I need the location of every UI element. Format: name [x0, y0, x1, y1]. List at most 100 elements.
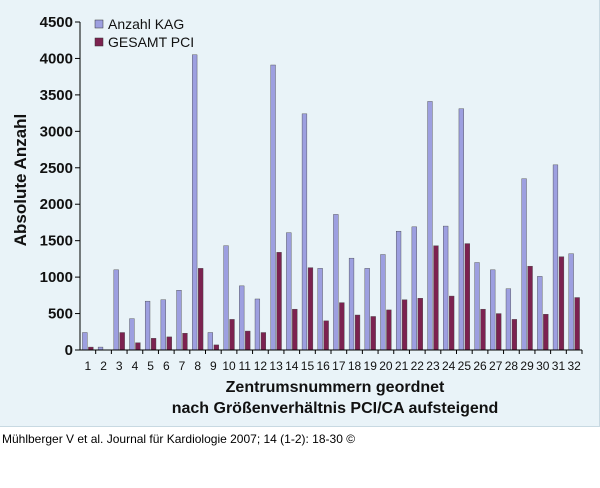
bar-kag-23	[427, 101, 433, 351]
bar-kag-12	[254, 298, 261, 351]
bar-kag-3	[113, 269, 119, 351]
legend-label-kag: Anzahl KAG	[108, 16, 184, 32]
bar-pci-27	[496, 313, 502, 351]
bar-kag-20	[380, 254, 386, 351]
bar-pci-6	[166, 336, 172, 351]
bar-kag-19	[364, 268, 370, 351]
bar-pci-7	[182, 333, 188, 351]
bar-pci-16	[323, 320, 329, 351]
x-tick-label-3: 3	[116, 359, 123, 373]
bar-kag-9	[207, 332, 213, 351]
bar-kag-4	[129, 318, 135, 351]
bar-kag-26	[474, 262, 480, 351]
x-tick-label-17: 17	[332, 359, 346, 373]
x-tick-label-6: 6	[163, 359, 170, 373]
x-tick-label-9: 9	[210, 359, 217, 373]
bars-layer	[82, 54, 580, 351]
x-tick-label-23: 23	[426, 359, 440, 373]
bar-pci-31	[558, 256, 565, 351]
y-tick-label: 3000	[40, 123, 73, 140]
y-tick-label: 2500	[40, 160, 73, 177]
y-tick-label: 1500	[40, 233, 73, 250]
legend: Anzahl KAG GESAMT PCI	[94, 16, 194, 50]
bar-pci-22	[417, 298, 423, 351]
x-tick-label-26: 26	[473, 359, 487, 373]
x-tick-label-29: 29	[520, 359, 534, 373]
bar-kag-11	[239, 285, 245, 351]
bar-pci-5	[150, 338, 157, 351]
x-tick-label-11: 11	[238, 359, 251, 373]
bar-pci-23	[433, 245, 439, 351]
x-tick-label-1: 1	[85, 359, 92, 373]
bar-kag-24	[443, 225, 449, 351]
x-tick-label-16: 16	[316, 359, 330, 373]
bar-pci-9	[213, 344, 219, 351]
bar-pci-32	[574, 297, 580, 351]
bar-pci-24	[449, 295, 455, 351]
bar-kag-10	[223, 245, 229, 351]
y-tick-label: 2000	[40, 196, 73, 213]
bar-kag-6	[160, 299, 166, 351]
x-tick-label-25: 25	[458, 359, 472, 373]
x-tick-label-7: 7	[179, 359, 186, 373]
bar-kag-17	[333, 214, 339, 351]
x-tick-label-30: 30	[536, 359, 550, 373]
bar-pci-18	[354, 314, 361, 351]
x-axis-title-line1: Zentrumsnummern geordnet	[226, 379, 445, 396]
bar-kag-8	[192, 54, 198, 351]
bar-pci-12	[260, 332, 267, 351]
x-tick-label-12: 12	[254, 359, 268, 373]
bar-kag-21	[395, 230, 402, 351]
bar-kag-22	[411, 226, 417, 351]
x-ticks-layer: 1 2 3 4 5 6 7 8 9 10 11 12 13 14 15 16 17 18 19 20 21 22 23 24 2…	[85, 350, 583, 373]
x-tick-label-8: 8	[194, 359, 201, 373]
x-axis-title-line2: nach Größenverhältnis PCI/CA aufsteigend	[172, 400, 499, 417]
x-tick-label-31: 31	[552, 359, 566, 373]
bar-pci-11	[245, 330, 251, 351]
x-tick-label-13: 13	[269, 359, 283, 373]
bar-pci-19	[370, 316, 376, 351]
source-caption: Mühlberger V et al. Journal für Kardiolo…	[2, 432, 356, 446]
x-tick-label-10: 10	[222, 359, 236, 373]
bar-kag-14	[286, 232, 292, 351]
x-tick-label-19: 19	[364, 359, 378, 373]
legend-swatch-kag	[94, 19, 104, 29]
legend-label-pci: GESAMT PCI	[108, 34, 194, 50]
y-axis-title: Absolute Anzahl	[11, 114, 30, 247]
bar-pci-8	[198, 268, 204, 351]
bar-pci-13	[276, 252, 282, 351]
bar-kag-31	[552, 164, 559, 351]
bar-pci-10	[229, 319, 235, 351]
bar-kag-30	[537, 276, 543, 351]
bar-pci-25	[464, 243, 470, 351]
bar-pci-30	[543, 314, 549, 351]
bar-pci-26	[480, 308, 486, 351]
x-tick-label-20: 20	[379, 359, 393, 373]
y-tick-label: 4500	[40, 14, 73, 31]
bar-pci-21	[401, 299, 408, 351]
x-tick-label-21: 21	[395, 359, 409, 373]
bar-pci-28	[511, 319, 518, 351]
x-tick-label-22: 22	[411, 359, 425, 373]
bar-kag-16	[317, 268, 323, 351]
bar-pci-17	[339, 302, 345, 351]
x-tick-label-24: 24	[442, 359, 456, 373]
x-tick-label-5: 5	[147, 359, 154, 373]
bar-kag-15	[301, 113, 308, 351]
bar-kag-28	[505, 288, 512, 351]
y-tick-label: 500	[48, 306, 73, 323]
legend-swatch-pci	[94, 37, 104, 47]
x-tick-label-18: 18	[348, 359, 362, 373]
y-tick-label: 3500	[40, 87, 73, 104]
x-tick-label-15: 15	[301, 359, 315, 373]
bar-pci-29	[527, 265, 533, 351]
x-tick-label-32: 32	[567, 359, 581, 373]
bar-kag-5	[144, 300, 151, 351]
bar-kag-29	[521, 178, 527, 351]
x-tick-label-14: 14	[285, 359, 299, 373]
x-tick-label-27: 27	[489, 359, 503, 373]
bar-pci-4	[135, 342, 141, 351]
bar-pci-20	[386, 309, 392, 351]
